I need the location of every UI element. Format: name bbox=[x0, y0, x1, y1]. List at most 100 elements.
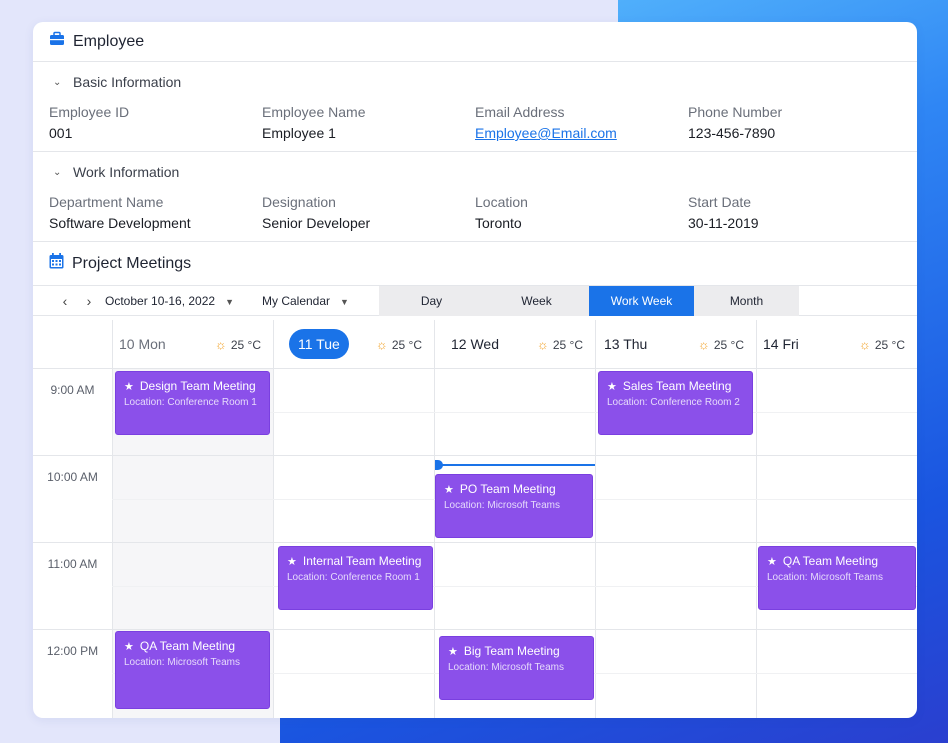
day-header[interactable]: 11 Tue ☼ 25 °C bbox=[273, 320, 434, 369]
view-work-week-button[interactable]: Work Week bbox=[589, 286, 694, 316]
event-location: Location: Microsoft Teams bbox=[767, 572, 883, 583]
day-label: 13 Thu bbox=[604, 336, 648, 352]
half-hour-line bbox=[112, 586, 917, 587]
temperature: 25 °C bbox=[552, 338, 583, 352]
star-icon: ★ bbox=[444, 483, 454, 496]
event-title: PO Team Meeting bbox=[459, 482, 556, 496]
event-card[interactable]: ★ Big Team Meeting Location: Microsoft Te… bbox=[439, 636, 594, 700]
day-label: 12 Wed bbox=[451, 336, 499, 352]
event-card[interactable]: ★ PO Team Meeting Location: Microsoft Tea… bbox=[435, 474, 593, 538]
event-title: Design Team Meeting bbox=[139, 379, 256, 393]
date-range-picker[interactable]: October 10-16, 2022 ▼ bbox=[105, 294, 234, 308]
chevron-down-icon: ⌄ bbox=[53, 166, 62, 178]
basic-info-toggle[interactable]: ⌄ Basic Information bbox=[33, 62, 917, 102]
star-icon: ★ bbox=[767, 555, 777, 568]
email-link[interactable]: Employee@Email.com bbox=[475, 125, 617, 141]
sun-icon: ☼ bbox=[697, 337, 710, 352]
event-card[interactable]: ★ Design Team Meeting Location: Conferenc… bbox=[115, 371, 270, 435]
event-title: Big Team Meeting bbox=[463, 644, 560, 658]
field-label: Employee ID bbox=[49, 104, 130, 120]
meetings-title: Project Meetings bbox=[72, 254, 192, 272]
day-header[interactable]: 10 Mon ☼ 25 °C bbox=[112, 320, 273, 369]
field-label: Email Address bbox=[475, 104, 565, 120]
section-label: Basic Information bbox=[73, 74, 182, 90]
day-label-today: 11 Tue bbox=[289, 329, 349, 359]
day-header[interactable]: 14 Fri ☼ 25 °C bbox=[756, 320, 917, 369]
field-label: Phone Number bbox=[688, 104, 783, 120]
weather: ☼ 25 °C bbox=[376, 337, 422, 352]
event-title: Sales Team Meeting bbox=[622, 379, 732, 393]
day-label: 14 Fri bbox=[763, 336, 799, 352]
day-column[interactable] bbox=[434, 369, 595, 718]
time-label: 12:00 PM bbox=[46, 644, 99, 658]
temperature: 25 °C bbox=[874, 338, 905, 352]
field-label: Department Name bbox=[49, 194, 164, 210]
field-label: Location bbox=[475, 194, 528, 210]
view-week-button[interactable]: Week bbox=[521, 294, 552, 308]
sun-icon: ☼ bbox=[536, 337, 549, 352]
event-location: Location: Microsoft Teams bbox=[448, 662, 564, 673]
event-title: Internal Team Meeting bbox=[302, 554, 422, 568]
scheduler: 10 Mon ☼ 25 °C 11 Tue ☼ 25 °C 12 Wed ☼ 25 °… bbox=[33, 320, 917, 718]
event-location: Location: Conference Room 1 bbox=[124, 397, 257, 408]
caret-down-icon: ▼ bbox=[225, 296, 234, 307]
time-label: 11:00 AM bbox=[47, 557, 98, 571]
field-employee-id: Employee ID 001 bbox=[49, 104, 262, 141]
chevron-down-icon: ⌄ bbox=[53, 76, 62, 88]
field-designation: Designation Senior Developer bbox=[262, 194, 475, 231]
event-location: Location: Conference Room 1 bbox=[287, 572, 420, 583]
day-label: 10 Mon bbox=[119, 336, 166, 352]
star-icon: ★ bbox=[124, 380, 134, 393]
sun-icon: ☼ bbox=[858, 337, 871, 352]
day-column[interactable] bbox=[273, 369, 434, 718]
sun-icon: ☼ bbox=[375, 337, 388, 352]
hour-line bbox=[33, 455, 917, 456]
event-card[interactable]: ★ Internal Team Meeting Location: Confere… bbox=[278, 546, 433, 610]
event-title: QA Team Meeting bbox=[139, 639, 236, 653]
sun-icon: ☼ bbox=[214, 337, 227, 352]
work-info-toggle[interactable]: ⌄ Work Information bbox=[33, 152, 917, 192]
scheduler-toolbar: ‹ › October 10-16, 2022 ▼ My Calendar ▼ Da… bbox=[33, 286, 917, 316]
caret-down-icon: ▼ bbox=[340, 296, 349, 307]
meetings-header: Project Meetings bbox=[33, 242, 917, 286]
hour-line bbox=[33, 629, 917, 630]
temperature: 25 °C bbox=[391, 338, 422, 352]
view-day-button[interactable]: Day bbox=[420, 294, 443, 308]
event-card[interactable]: ★ QA Team Meeting Location: Microsoft Tea… bbox=[758, 546, 916, 610]
view-month-button[interactable]: Month bbox=[729, 294, 764, 308]
calendar-dropdown[interactable]: My Calendar ▼ bbox=[262, 294, 349, 308]
event-card[interactable]: ★ Sales Team Meeting Location: Conference… bbox=[598, 371, 753, 435]
field-value: 001 bbox=[49, 125, 73, 141]
field-value: 123-456-7890 bbox=[688, 125, 776, 141]
card-header: Employee bbox=[33, 22, 917, 62]
calendar-icon bbox=[49, 253, 64, 274]
field-location: Location Toronto bbox=[475, 194, 688, 231]
day-column[interactable] bbox=[756, 369, 917, 718]
day-column[interactable] bbox=[595, 369, 756, 718]
event-card[interactable]: ★ QA Team Meeting Location: Microsoft Tea… bbox=[115, 631, 270, 709]
field-value: Employee 1 bbox=[262, 125, 336, 141]
employee-card: Employee ⌄ Basic Information Employee ID… bbox=[33, 22, 917, 718]
field-email: Email Address Employee@Email.com bbox=[475, 104, 688, 141]
view-switcher: Day Week Work Week Month bbox=[379, 286, 799, 316]
field-employee-name: Employee Name Employee 1 bbox=[262, 104, 475, 141]
star-icon: ★ bbox=[607, 380, 617, 393]
card-title: Employee bbox=[73, 32, 145, 50]
weather: ☼ 25 °C bbox=[215, 337, 261, 352]
event-location: Location: Microsoft Teams bbox=[444, 500, 560, 511]
temperature: 25 °C bbox=[713, 338, 744, 352]
work-info-section: ⌄ Work Information Department Name Softw… bbox=[33, 152, 917, 242]
day-header-row: 10 Mon ☼ 25 °C 11 Tue ☼ 25 °C 12 Wed ☼ 25 °… bbox=[33, 320, 917, 369]
next-button[interactable]: › bbox=[86, 292, 92, 309]
day-header[interactable]: 13 Thu ☼ 25 °C bbox=[595, 320, 756, 369]
field-label: Employee Name bbox=[262, 104, 366, 120]
field-value: 30-11-2019 bbox=[688, 215, 759, 231]
day-header[interactable]: 12 Wed ☼ 25 °C bbox=[434, 320, 595, 369]
time-label: 9:00 AM bbox=[50, 383, 95, 397]
time-label: 10:00 AM bbox=[47, 470, 98, 484]
field-value: Senior Developer bbox=[262, 215, 371, 231]
field-value: Toronto bbox=[475, 215, 522, 231]
weather: ☼ 25 °C bbox=[537, 337, 583, 352]
prev-button[interactable]: ‹ bbox=[62, 292, 68, 309]
star-icon: ★ bbox=[287, 555, 297, 568]
